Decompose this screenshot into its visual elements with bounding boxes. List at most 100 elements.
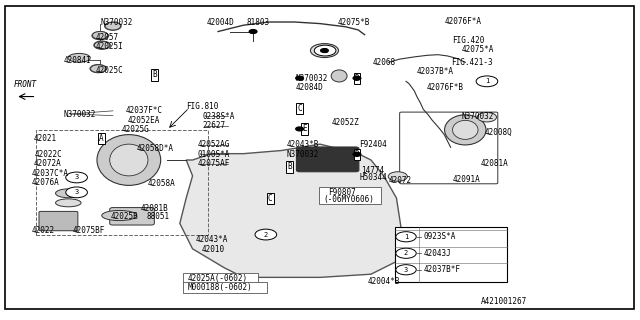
Text: N370032: N370032: [287, 150, 319, 159]
Text: 42021: 42021: [33, 134, 56, 143]
Text: N370032: N370032: [64, 109, 96, 118]
Circle shape: [296, 127, 303, 131]
Text: FIG.420: FIG.420: [452, 36, 485, 44]
Circle shape: [90, 65, 106, 73]
Text: A: A: [99, 134, 104, 143]
Text: 42025C: 42025C: [96, 66, 124, 75]
Text: 42068: 42068: [372, 58, 396, 67]
Text: FIG.421-3: FIG.421-3: [451, 58, 492, 67]
Bar: [183, 273, 258, 283]
Text: 81803: 81803: [246, 18, 270, 27]
Text: 42043*B: 42043*B: [287, 140, 319, 149]
Circle shape: [296, 76, 303, 80]
Text: H50344: H50344: [360, 173, 387, 182]
Circle shape: [91, 65, 106, 72]
Text: E: E: [356, 194, 360, 203]
Text: N370032: N370032: [461, 112, 494, 121]
FancyBboxPatch shape: [39, 212, 78, 231]
Text: F90807: F90807: [328, 188, 355, 197]
Text: 2: 2: [264, 232, 268, 237]
Text: 42072A: 42072A: [33, 159, 61, 168]
Text: 42058D*A: 42058D*A: [136, 144, 173, 153]
Text: FRONT: FRONT: [14, 80, 37, 89]
Circle shape: [66, 172, 88, 183]
Ellipse shape: [56, 199, 81, 207]
Text: E: E: [301, 124, 307, 133]
Text: 42075BF: 42075BF: [73, 226, 105, 235]
Text: 42052AG: 42052AG: [198, 140, 230, 149]
Circle shape: [396, 265, 416, 275]
Ellipse shape: [97, 135, 161, 185]
Text: B: B: [152, 70, 157, 79]
Text: 88051: 88051: [147, 212, 170, 221]
Ellipse shape: [102, 211, 137, 220]
Text: 42084I: 42084I: [64, 56, 92, 65]
Text: 3: 3: [74, 189, 79, 195]
Text: 42037B*F: 42037B*F: [424, 265, 461, 274]
Text: 42043J: 42043J: [424, 249, 452, 258]
Text: 42081B: 42081B: [140, 204, 168, 213]
Circle shape: [314, 45, 336, 56]
Bar: [395, 227, 507, 282]
Circle shape: [92, 32, 108, 40]
Text: 42075*A: 42075*A: [461, 45, 494, 54]
Text: 42004*B: 42004*B: [368, 277, 400, 286]
Text: 42075*B: 42075*B: [338, 18, 370, 27]
Text: 0238S*A: 0238S*A: [202, 112, 234, 121]
Circle shape: [388, 172, 407, 181]
Text: 42025A(-0602): 42025A(-0602): [188, 274, 248, 283]
Text: 42025I: 42025I: [96, 42, 124, 51]
Text: N370032: N370032: [100, 18, 132, 27]
Text: A421001267: A421001267: [481, 297, 527, 306]
Text: 42091A: 42091A: [452, 175, 480, 184]
Text: F92404: F92404: [360, 140, 387, 149]
Text: D: D: [355, 74, 359, 83]
Text: D: D: [355, 150, 359, 159]
Text: C: C: [298, 104, 302, 113]
Text: 1: 1: [485, 78, 489, 84]
Text: 14774: 14774: [362, 166, 385, 175]
Ellipse shape: [445, 115, 486, 145]
Text: 3: 3: [74, 174, 79, 180]
Polygon shape: [180, 144, 403, 277]
Text: 42081A: 42081A: [481, 159, 508, 168]
Text: 1: 1: [404, 234, 408, 240]
Text: 42004D: 42004D: [207, 18, 234, 27]
Bar: [319, 187, 381, 204]
Circle shape: [353, 76, 361, 80]
Text: 42025G: 42025G: [121, 125, 149, 134]
Text: 1: 1: [323, 48, 327, 53]
Text: FIG.810: FIG.810: [186, 102, 218, 111]
Circle shape: [477, 112, 497, 122]
Text: 3: 3: [404, 267, 408, 273]
Text: 42022C: 42022C: [35, 150, 62, 159]
Text: 42076A: 42076A: [32, 178, 60, 187]
Circle shape: [95, 41, 109, 49]
Text: 42025B: 42025B: [111, 212, 139, 221]
Circle shape: [396, 248, 416, 258]
Text: 22627: 22627: [202, 121, 225, 130]
Text: B: B: [287, 163, 292, 172]
Bar: [36, 130, 209, 235]
Text: 42052Z: 42052Z: [332, 118, 359, 127]
Text: M000188(-0602): M000188(-0602): [188, 283, 252, 292]
Text: 42076F*B: 42076F*B: [427, 83, 464, 92]
Circle shape: [396, 232, 416, 242]
Ellipse shape: [68, 53, 90, 62]
Text: 42008Q: 42008Q: [484, 128, 512, 137]
Ellipse shape: [452, 120, 478, 140]
Text: 2: 2: [404, 250, 408, 256]
Text: 42084D: 42084D: [296, 83, 324, 92]
Text: 42037F*C: 42037F*C: [125, 106, 163, 115]
Circle shape: [321, 49, 328, 52]
Text: 0923S*A: 0923S*A: [424, 232, 456, 241]
Text: 42037B*A: 42037B*A: [417, 67, 454, 76]
Text: 42058A: 42058A: [148, 179, 176, 188]
Text: 42022: 42022: [32, 226, 55, 235]
Text: 0100S*A: 0100S*A: [198, 150, 230, 159]
Text: 42075AF: 42075AF: [198, 159, 230, 168]
Text: N370032: N370032: [296, 74, 328, 83]
Circle shape: [316, 46, 333, 55]
FancyBboxPatch shape: [296, 147, 359, 172]
Text: 42076F*A: 42076F*A: [444, 17, 481, 26]
